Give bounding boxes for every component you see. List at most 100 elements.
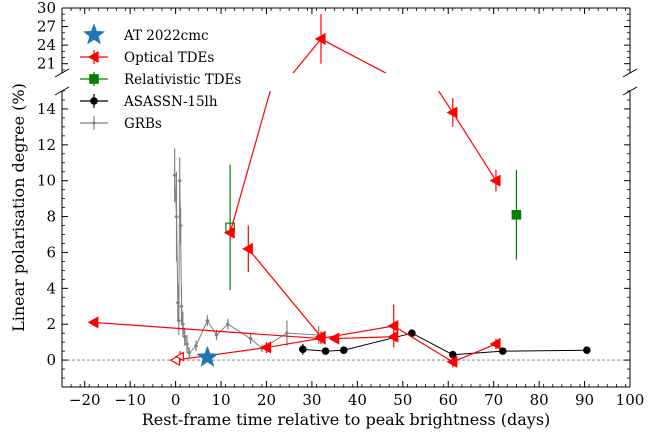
optical-tde-point <box>387 319 399 333</box>
grb-line-segment <box>188 345 197 354</box>
optical-tde-point <box>314 32 326 45</box>
axis-break-mark <box>622 68 638 78</box>
x-tick-label: 80 <box>530 391 549 409</box>
optical-tde-point <box>489 337 501 350</box>
grb-point <box>180 322 186 327</box>
grb-point <box>177 178 182 183</box>
optical-tde-line-segment <box>229 91 271 233</box>
asassn-point <box>583 346 591 355</box>
grb-line-segment <box>206 320 217 336</box>
y-tick-label: 4 <box>46 279 56 297</box>
optical-tde-line-segment <box>93 321 322 340</box>
grb-line-segment <box>195 320 208 346</box>
asassn-point <box>299 345 307 354</box>
optical-tde-point <box>328 332 340 345</box>
y-tick-label: 2 <box>46 315 56 333</box>
grb-line-segment <box>216 323 229 336</box>
optical-tde-line-segment <box>175 346 267 361</box>
legend-label: Relativistic TDEs <box>124 72 241 88</box>
legend-marker-circle <box>90 97 98 105</box>
asassn-point <box>321 347 330 355</box>
at2022cmc-point <box>196 345 219 367</box>
optical-tde-line-segment <box>452 343 497 363</box>
grb-line-segment <box>250 338 263 349</box>
y-tick-label: 0 <box>46 351 56 369</box>
grb-point <box>214 332 219 338</box>
grb-point <box>225 322 231 327</box>
grb-point <box>175 300 181 305</box>
grb-point <box>174 214 179 219</box>
legend-marker-triangle <box>87 50 99 64</box>
asassn-point <box>498 347 507 355</box>
x-tick-label: 70 <box>484 391 503 409</box>
optical-tde-line-segment <box>292 38 322 73</box>
axis-break-mark <box>54 68 70 78</box>
optical-tde-line-segment <box>452 112 497 182</box>
grb-point <box>178 223 183 228</box>
grb-point <box>172 173 177 178</box>
optical-tde-point <box>174 351 184 362</box>
grb-point <box>193 343 199 348</box>
x-tick-label: 20 <box>257 391 276 409</box>
grb-point <box>182 334 187 339</box>
optical-tde-line-segment <box>393 325 454 363</box>
y-upper-tick-label: 24 <box>37 36 56 54</box>
legend-label: GRBs <box>124 116 162 132</box>
asassn-line-segment <box>452 350 503 356</box>
data-layer <box>87 14 591 368</box>
x-tick-label: 0 <box>171 391 181 409</box>
x-tick-label: 60 <box>439 391 458 409</box>
asassn-line-segment <box>343 332 413 351</box>
relativistic-tde-point <box>511 209 522 220</box>
grb-point <box>184 341 190 347</box>
grb-line-segment <box>286 332 319 336</box>
optical-tde-point <box>223 226 235 239</box>
grb-point <box>179 304 184 309</box>
grb-point <box>284 330 290 336</box>
optical-tde-point <box>314 332 326 345</box>
optical-tde-point <box>387 330 399 343</box>
y-tick-label: 12 <box>37 136 56 154</box>
x-axis-label: Rest-frame time relative to peak brightn… <box>142 410 551 429</box>
y-upper-tick-label: 27 <box>37 18 56 36</box>
y-tick-label: 8 <box>46 208 56 226</box>
lower-panel <box>62 91 630 387</box>
grb-point <box>176 318 181 323</box>
asassn-point <box>339 346 348 355</box>
grb-line-segment <box>227 323 251 339</box>
legend-marker-diamond <box>91 120 97 126</box>
y-upper-tick-label: 30 <box>37 0 56 17</box>
legend: AT 2022cmc Optical TDEs Relativistic TDEs A… <box>80 23 241 132</box>
grb-point <box>187 350 192 356</box>
optical-tde-line-segment <box>266 325 394 349</box>
grb-point <box>248 336 253 341</box>
asassn-line-segment <box>411 332 454 356</box>
upper-panel <box>62 8 630 73</box>
x-tick-label: 100 <box>616 391 645 409</box>
x-tick-label: 30 <box>302 391 321 409</box>
legend-label: Optical TDEs <box>124 50 214 66</box>
axes-layer: −20 −10 0 10 20 30 40 50 60 70 80 90 100024681012142… <box>37 0 644 409</box>
y-axis-label: Linear polarisation degree (%) <box>9 83 28 332</box>
x-tick-label: −20 <box>69 391 101 409</box>
y-upper-tick-label: 21 <box>37 55 56 73</box>
optical-tde-point <box>242 242 253 255</box>
y-tick-label: 14 <box>37 100 56 118</box>
asassn-line-segment <box>502 349 587 352</box>
upper-plot-area <box>62 8 630 73</box>
x-tick-label: 50 <box>393 391 412 409</box>
x-tick-label: 90 <box>575 391 594 409</box>
legend-label: ASASSN-15lh <box>123 94 218 110</box>
legend-label: AT 2022cmc <box>123 28 209 44</box>
x-tick-label: 10 <box>211 391 230 409</box>
optical-tde-point <box>87 316 99 329</box>
x-tick-label: −10 <box>114 391 146 409</box>
y-tick-label: 6 <box>46 243 56 261</box>
optical-tde-point <box>489 174 501 187</box>
optical-tde-line-segment <box>247 248 322 338</box>
y-tick-label: 10 <box>37 172 56 190</box>
lower-plot-area <box>62 91 630 387</box>
optical-tde-point <box>446 355 458 368</box>
legend-marker-square <box>89 74 99 84</box>
legend-marker-star <box>82 23 106 45</box>
